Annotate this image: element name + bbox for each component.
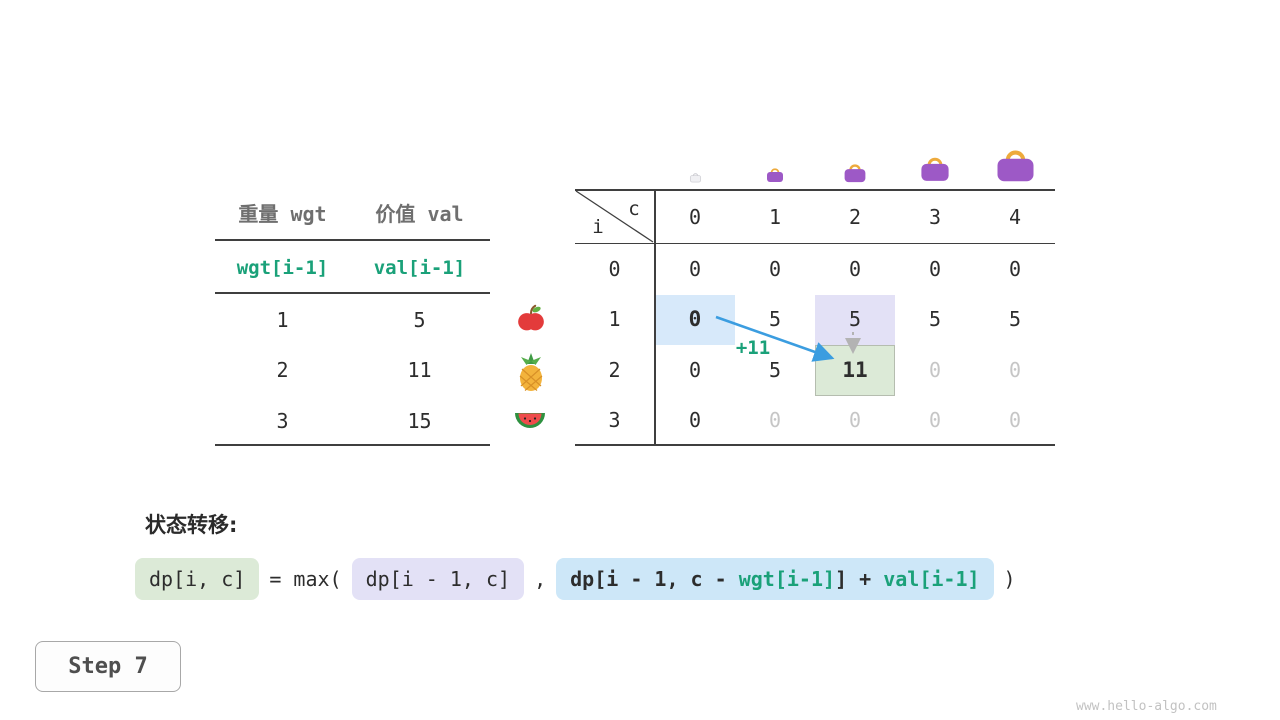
dp-corner-col-label: c — [628, 198, 640, 220]
dp-cell-2-4: 0 — [1008, 357, 1022, 382]
items-table-line — [215, 239, 490, 241]
formula-option2: dp[i - 1, c - wgt[i-1]] + val[i-1] — [556, 558, 994, 600]
dp-cell-3-1: 0 — [768, 407, 782, 432]
bag-icon-capacity-1 — [765, 165, 785, 183]
dp-cell-2-2: 11 — [842, 357, 868, 382]
items-table-line — [215, 444, 490, 446]
items-col-value-header: 价值 val — [375, 201, 464, 226]
item-3-value: 15 — [407, 409, 432, 433]
dp-cell-0-0: 0 — [688, 257, 702, 282]
dp-cell-0-3: 0 — [928, 257, 942, 282]
transition-formula: dp[i, c] = max( dp[i - 1, c] , dp[i - 1,… — [135, 558, 1016, 600]
item-3-weight: 3 — [276, 409, 289, 433]
dp-row-headers: 0 1 2 3 — [575, 244, 654, 445]
dp-table-line — [654, 189, 656, 445]
dp-cell-0-4: 0 — [1008, 257, 1022, 282]
formula-option1: dp[i - 1, c] — [351, 558, 525, 600]
capacity-bags-row — [655, 136, 1055, 188]
formula-option2-prefix: dp[i - 1, c - — [570, 567, 739, 591]
dp-cell-3-3: 0 — [928, 407, 942, 432]
transition-title: 状态转移: — [145, 513, 238, 537]
dp-table-line — [575, 189, 1055, 191]
dp-table-line — [575, 242, 1055, 244]
dp-cell-3-0: 0 — [688, 407, 702, 432]
items-wgt-formula: wgt[i-1] — [236, 257, 329, 279]
dp-row-header-1: 1 — [608, 307, 621, 332]
dp-cell-0-1: 0 — [768, 257, 782, 282]
bag-icon-capacity-4 — [993, 143, 1038, 184]
dp-col-header-3: 3 — [928, 205, 942, 229]
dp-row-header-0: 0 — [608, 257, 621, 282]
dp-cell-1-4: 5 — [1008, 307, 1022, 332]
dp-corner-row-label: i — [592, 216, 604, 238]
formula-lhs: dp[i, c] — [135, 558, 260, 600]
bag-icon-capacity-3 — [918, 152, 952, 183]
items-col-weight-header: 重量 wgt — [238, 201, 327, 226]
bag-icon-capacity-0 — [689, 171, 702, 183]
watermelon-icon — [513, 409, 547, 435]
dp-cell-1-0: 0 — [688, 307, 702, 332]
formula-option2-val: val[i-1] — [883, 567, 980, 591]
dp-cell-3-2: 0 — [848, 407, 862, 432]
formula-close-paren: ) — [1003, 567, 1016, 591]
dp-cell-0-2: 0 — [848, 257, 862, 282]
dp-table-line — [575, 444, 1055, 446]
watermark: www.hello-algo.com — [1076, 699, 1217, 714]
dp-cell-3-4: 0 — [1008, 407, 1022, 432]
dp-col-header-0: 0 — [688, 205, 702, 229]
dp-cell-2-3: 0 — [928, 357, 942, 382]
dp-row-header-2: 2 — [608, 357, 621, 382]
item-2-value: 11 — [407, 358, 432, 382]
item-1-weight: 1 — [276, 308, 289, 332]
dp-col-headers: 0 1 2 3 4 — [655, 192, 1055, 242]
item-2-weight: 2 — [276, 358, 289, 382]
dp-cell-2-1: 5 — [768, 357, 782, 382]
formula-option2-wgt: wgt[i-1] — [738, 567, 836, 591]
dp-col-header-2: 2 — [848, 205, 862, 229]
items-table-line — [215, 292, 490, 294]
items-val-formula: val[i-1] — [373, 257, 466, 279]
item-1-value: 5 — [413, 308, 426, 332]
pineapple-icon — [514, 352, 548, 396]
dp-cell-2-0: 0 — [688, 357, 702, 382]
dp-col-header-1: 1 — [768, 205, 782, 229]
formula-operator: = max( — [269, 567, 342, 591]
dp-cell-1-3: 5 — [928, 307, 942, 332]
dp-row-header-3: 3 — [608, 407, 621, 432]
dp-grid: 0 0 0 0 0 0 5 5 5 5 0 5 11 0 0 0 0 0 0 0 — [655, 244, 1055, 445]
transition-add-label: +11 — [735, 337, 771, 359]
formula-separator: , — [534, 567, 547, 591]
formula-option2-mid: ] + — [835, 567, 884, 591]
apple-icon — [516, 303, 546, 337]
dp-cell-1-2: 5 — [848, 307, 862, 332]
step-badge: Step 7 — [35, 641, 181, 692]
dp-col-header-4: 4 — [1008, 205, 1022, 229]
bag-icon-capacity-2 — [842, 160, 868, 183]
